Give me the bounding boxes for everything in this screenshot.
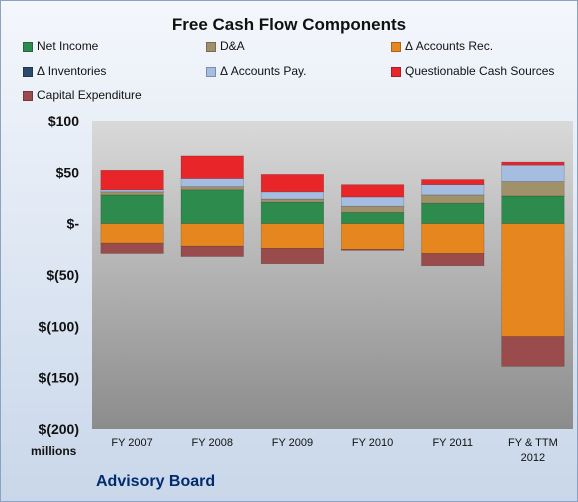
legend-item-da: D&A [206, 39, 245, 53]
bar-segment [501, 223, 565, 337]
bar-segment [341, 212, 405, 224]
legend-label-accounts-rec: Δ Accounts Rec. [405, 39, 494, 53]
legend-label-accounts-pay: Δ Accounts Pay. [220, 64, 307, 78]
bar-segment [260, 223, 324, 249]
x-tick-label: FY & TTM [508, 437, 558, 449]
bar-segment [100, 169, 164, 191]
legend-item-questionable: Questionable Cash Sources [391, 64, 554, 78]
legend-swatch-accounts-pay [206, 66, 216, 77]
bar-segment [421, 202, 485, 224]
bar-segment [100, 223, 164, 244]
chart-title: Free Cash Flow Components [171, 15, 407, 34]
bar-segment [180, 186, 244, 191]
legend-swatch-net-income [23, 41, 33, 52]
bar-segment [341, 249, 405, 251]
bar-segment [501, 161, 565, 166]
bar-segment [421, 194, 485, 204]
bar-segment [260, 174, 324, 193]
x-tick-label: FY 2007 [111, 437, 152, 449]
legend-swatch-accounts-rec [391, 41, 401, 52]
bar-segment [260, 191, 324, 200]
bar-segment [180, 178, 244, 188]
bar-segment [260, 248, 324, 265]
bar-segment [421, 223, 485, 254]
y-tick-label: $(200) [39, 421, 79, 437]
y-tick-label: $(150) [39, 370, 79, 386]
legend-label-questionable: Questionable Cash Sources [405, 64, 555, 78]
bar-segment [100, 194, 164, 224]
bar-segment [341, 205, 405, 213]
bar-segment [501, 195, 565, 224]
bar-segment [100, 242, 164, 254]
bar-segment [180, 189, 244, 224]
legend-item-inventories: Δ Inventories [23, 64, 106, 78]
bar-segment [260, 201, 324, 224]
legend-swatch-inventories [23, 66, 33, 77]
x-tick-label: FY 2008 [192, 437, 233, 449]
y-tick-label: $50 [56, 164, 80, 180]
footer-label: Advisory Board [96, 473, 216, 490]
y-tick-label: $(100) [39, 318, 79, 334]
legend-swatch-da [206, 41, 216, 52]
bar-segment [180, 155, 244, 179]
legend-swatch-capex [23, 90, 33, 101]
x-tick-label: FY 2010 [352, 437, 393, 449]
bar-segment [180, 245, 244, 257]
legend-swatch-questionable [391, 66, 401, 77]
legend-item-accounts-pay: Δ Accounts Pay. [206, 64, 307, 78]
legend-label-inventories: Δ Inventories [37, 64, 107, 78]
bar-segment [421, 253, 485, 267]
legend-label-capex: Capital Expenditure [37, 88, 142, 102]
bar-segment [421, 179, 485, 185]
bar-segment [341, 223, 405, 250]
legend-label-da: D&A [220, 39, 245, 53]
legend-item-capex: Capital Expenditure [23, 88, 142, 102]
legend-label-net-income: Net Income [37, 39, 99, 53]
x-tick-label: 2012 [521, 452, 545, 464]
x-tick-label: FY 2011 [432, 437, 473, 449]
y-tick-label: $(50) [46, 267, 79, 283]
bar-segment [100, 191, 164, 196]
bar-segment [501, 336, 565, 367]
y-tick-label: $100 [48, 113, 79, 129]
y-tick-label: $- [67, 216, 80, 232]
legend-item-accounts-rec: Δ Accounts Rec. [391, 39, 493, 53]
bar-segment [501, 181, 565, 197]
units-label: millions [31, 444, 77, 458]
bar-segment [421, 184, 485, 196]
bar-segment [260, 198, 324, 203]
bar-segment [341, 196, 405, 207]
x-tick-label: FY 2009 [272, 437, 313, 449]
plot-area [92, 121, 573, 429]
legend-item-net-income: Net Income [23, 39, 98, 53]
bar-segment [341, 184, 405, 198]
bar-segment [100, 189, 164, 193]
bar-segment [501, 164, 565, 182]
bar-segment [180, 223, 244, 247]
